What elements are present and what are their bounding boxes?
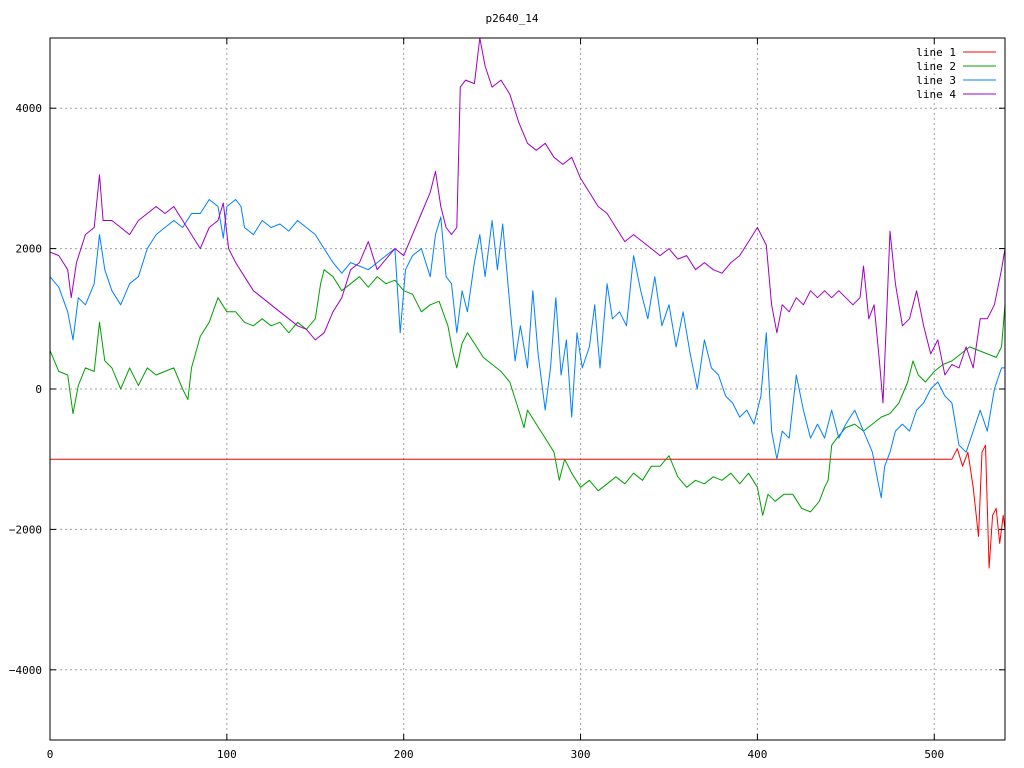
y-tick-label: −4000 [9,664,42,677]
y-tick-label: 4000 [16,102,43,115]
grid [50,38,1005,740]
axis-ticks: 0 100 200 300 400 500 −4000 −2000 0 2000 4000 [9,38,1005,761]
series-line-2 [49,269,1006,516]
series-line-4 [49,37,1006,404]
series-line-3 [49,199,1005,499]
series-line-1 [50,444,1006,569]
series-group [49,37,1006,569]
chart-title: p2640_14 [486,12,539,25]
x-tick-label: 400 [747,748,767,761]
x-tick-label: 100 [217,748,237,761]
legend-label-4: line 4 [916,88,956,101]
x-tick-label: 200 [394,748,414,761]
y-tick-label: 0 [35,383,42,396]
legend-label-2: line 2 [916,60,956,73]
legend-label-3: line 3 [916,74,956,87]
x-tick-label: 500 [924,748,944,761]
y-tick-label: 2000 [16,243,43,256]
x-tick-label: 300 [571,748,591,761]
y-tick-label: −2000 [9,523,42,536]
legend-label-1: line 1 [916,46,956,59]
x-tick-label: 0 [47,748,54,761]
